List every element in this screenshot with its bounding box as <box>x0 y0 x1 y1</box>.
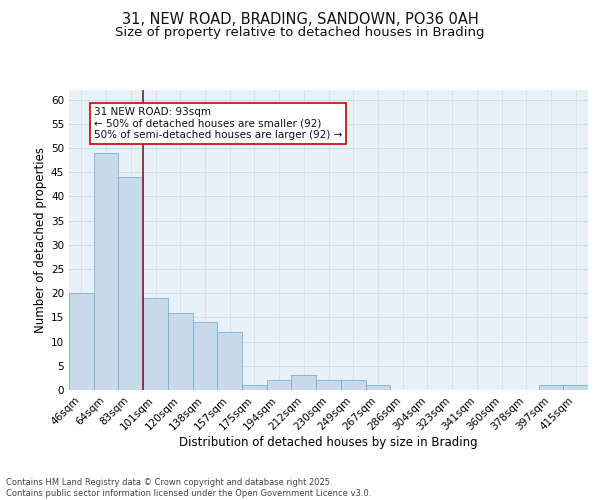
X-axis label: Distribution of detached houses by size in Brading: Distribution of detached houses by size … <box>179 436 478 449</box>
Bar <box>365 385 390 390</box>
Bar <box>118 177 143 390</box>
Bar <box>341 380 365 390</box>
Text: 31, NEW ROAD, BRADING, SANDOWN, PO36 0AH: 31, NEW ROAD, BRADING, SANDOWN, PO36 0AH <box>122 12 478 28</box>
Bar <box>193 322 217 390</box>
Bar <box>292 376 316 390</box>
Bar <box>217 332 242 390</box>
Bar <box>143 298 168 390</box>
Bar <box>563 385 588 390</box>
Text: Size of property relative to detached houses in Brading: Size of property relative to detached ho… <box>115 26 485 39</box>
Bar <box>267 380 292 390</box>
Bar <box>69 293 94 390</box>
Bar <box>242 385 267 390</box>
Bar <box>168 312 193 390</box>
Bar <box>94 153 118 390</box>
Bar <box>539 385 563 390</box>
Bar <box>316 380 341 390</box>
Y-axis label: Number of detached properties: Number of detached properties <box>34 147 47 333</box>
Text: 31 NEW ROAD: 93sqm
← 50% of detached houses are smaller (92)
50% of semi-detache: 31 NEW ROAD: 93sqm ← 50% of detached hou… <box>94 107 342 140</box>
Text: Contains HM Land Registry data © Crown copyright and database right 2025.
Contai: Contains HM Land Registry data © Crown c… <box>6 478 371 498</box>
